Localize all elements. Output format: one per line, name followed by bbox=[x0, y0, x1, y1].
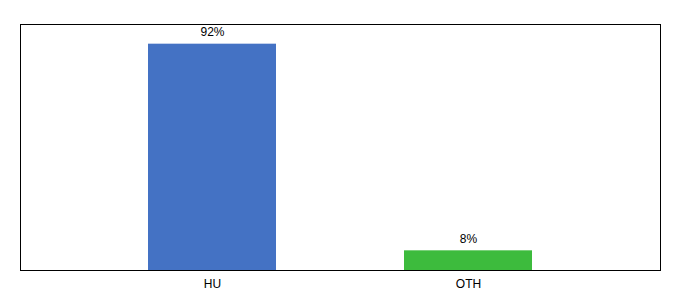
svg-text:8%: 8% bbox=[460, 232, 478, 246]
svg-text:OTH: OTH bbox=[456, 277, 481, 291]
svg-text:92%: 92% bbox=[200, 25, 224, 39]
svg-text:HU: HU bbox=[204, 277, 221, 291]
